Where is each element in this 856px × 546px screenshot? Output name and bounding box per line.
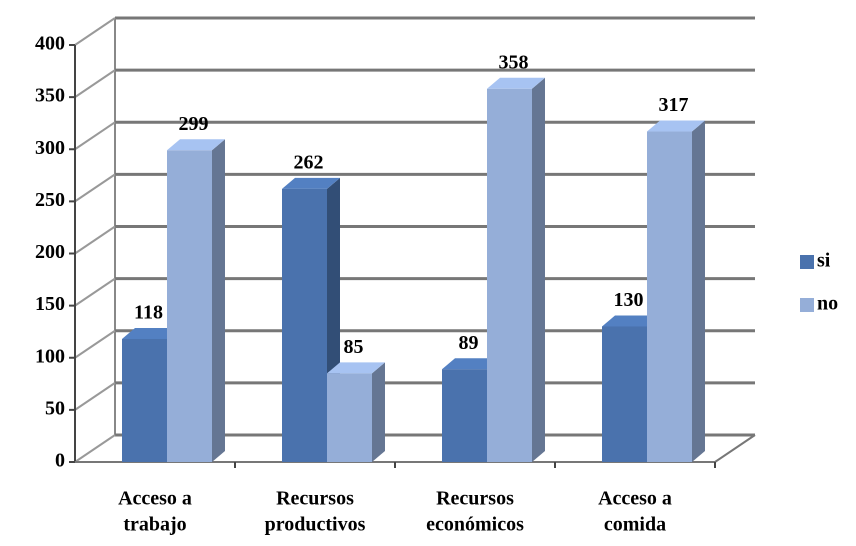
- x-tick-label: Acceso a: [598, 488, 672, 510]
- bar-top: [167, 139, 225, 151]
- legend-label: si: [817, 250, 831, 272]
- grid-line-side: [74, 225, 116, 255]
- data-label: 262: [294, 151, 324, 173]
- data-label: 89: [459, 332, 479, 354]
- x-tick-label: Acceso a: [118, 488, 192, 510]
- data-label: 130: [614, 289, 644, 311]
- bar: [487, 88, 532, 462]
- bar: [442, 369, 487, 462]
- x-tick-label: Recursos: [276, 488, 354, 510]
- x-tick-label: trabajo: [123, 514, 186, 536]
- bar-top: [282, 177, 340, 189]
- data-label: 299: [179, 113, 209, 135]
- data-label: 317: [659, 94, 689, 116]
- data-label: 118: [134, 302, 163, 324]
- grid-line-side: [74, 382, 116, 411]
- bar-side: [372, 362, 385, 462]
- grid-line-side: [74, 329, 116, 359]
- data-label: 358: [499, 51, 529, 73]
- grid-line-side: [74, 277, 116, 307]
- bar: [647, 131, 692, 462]
- legend-swatch: [800, 298, 814, 312]
- bar-side: [692, 120, 705, 462]
- bar-top: [327, 362, 385, 374]
- bar: [602, 326, 647, 462]
- y-tick-label: 150: [35, 293, 65, 315]
- bar-side: [532, 77, 545, 462]
- x-tick-label: comida: [604, 514, 666, 536]
- y-tick-label: 200: [35, 241, 65, 263]
- grid-line-side: [74, 17, 116, 46]
- grid-line-side: [74, 173, 116, 203]
- grid-line-side: [74, 121, 116, 151]
- x-tick-label: Recursos: [436, 488, 514, 510]
- bar-top: [602, 315, 660, 327]
- y-tick-label: 250: [35, 189, 65, 211]
- y-tick-label: 350: [35, 85, 65, 107]
- y-tick-label: 0: [55, 450, 65, 472]
- bar-top: [647, 120, 705, 132]
- bar-side: [212, 139, 225, 463]
- y-tick-label: 400: [35, 33, 65, 55]
- bar: [122, 338, 167, 462]
- bar-top: [122, 327, 180, 339]
- bar-top: [442, 358, 500, 370]
- y-tick-label: 300: [35, 137, 65, 159]
- grid-line-side: [74, 69, 116, 98]
- legend-swatch: [800, 255, 814, 269]
- bar: [327, 373, 372, 462]
- data-label: 85: [344, 336, 364, 358]
- legend-label: no: [817, 293, 838, 315]
- bar: [282, 188, 327, 463]
- y-tick-label: 100: [35, 345, 65, 367]
- bar-top: [487, 77, 545, 89]
- x-tick-label: económicos: [426, 514, 524, 536]
- x-tick-label: productivos: [265, 514, 366, 536]
- bar: [167, 150, 212, 463]
- y-tick-label: 50: [45, 397, 65, 419]
- grid-line-side: [74, 434, 116, 463]
